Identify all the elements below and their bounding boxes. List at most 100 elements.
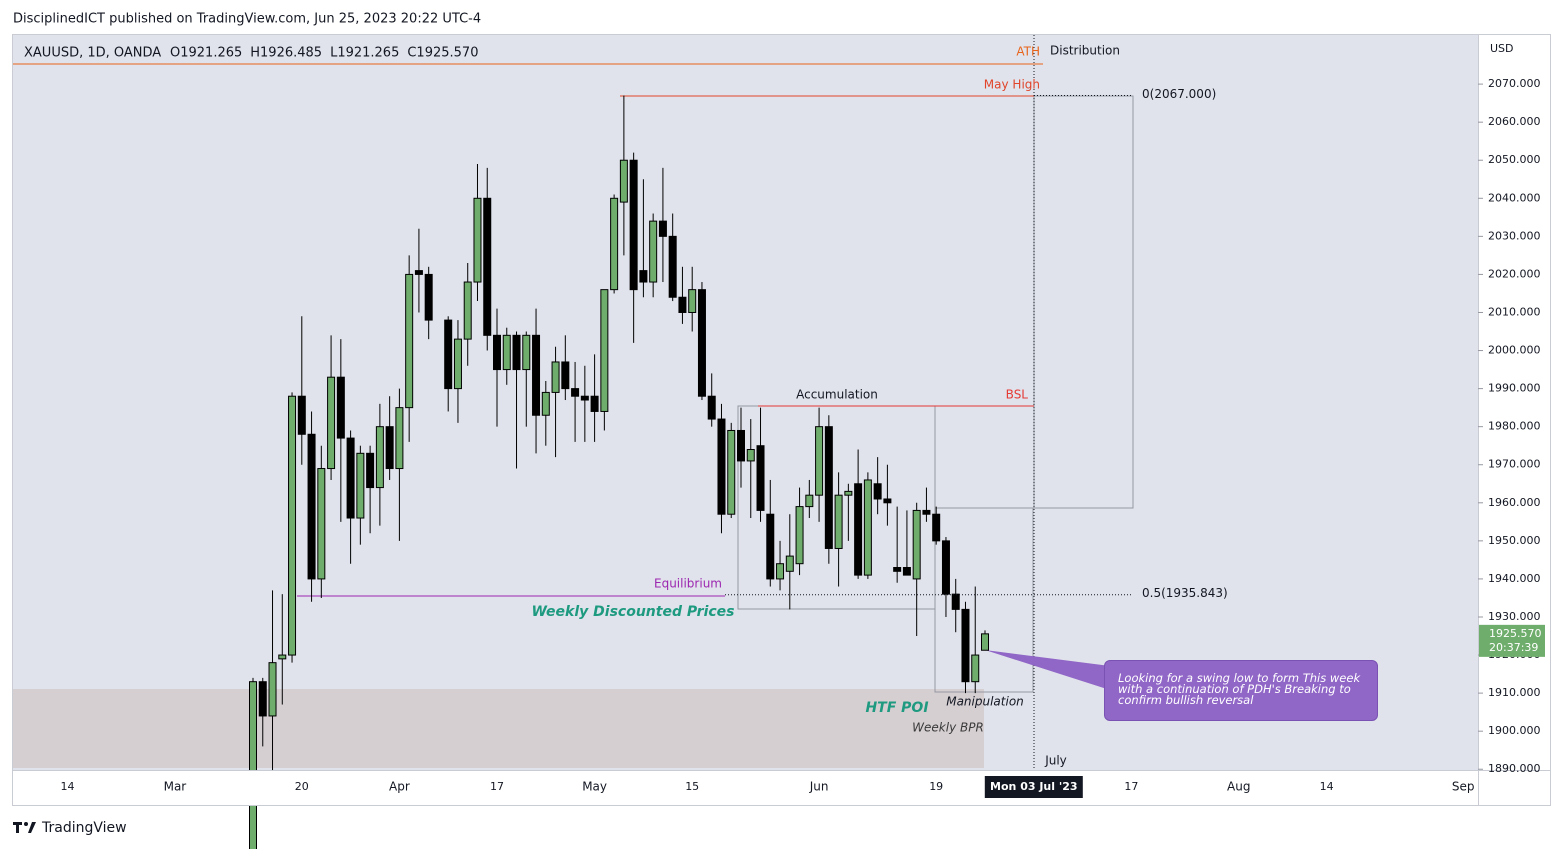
x-tick-label: May: [582, 780, 607, 794]
symbol: XAUUSD, 1D, OANDA: [24, 46, 161, 61]
annotation: May High: [984, 78, 1040, 92]
annotation: HTF POI: [865, 700, 928, 716]
candle-body: [571, 388, 580, 397]
candle-body: [727, 429, 736, 515]
candle-body: [697, 289, 706, 397]
candle-body: [336, 376, 345, 439]
candle-body: [463, 281, 472, 340]
x-tick-label: Sep: [1452, 780, 1475, 794]
candles: [249, 95, 989, 849]
y-tick-label: 1940.000: [1488, 572, 1541, 585]
candle-body: [893, 567, 902, 572]
candle-body: [941, 540, 950, 595]
ohlc-label: L1921.265: [330, 46, 399, 61]
candle-body: [414, 270, 423, 275]
x-tick-label: 17: [490, 780, 504, 793]
candle-body: [502, 334, 511, 371]
y-tick-label: 1900.000: [1488, 724, 1541, 737]
last-price: 1925.570: [1489, 627, 1542, 640]
fib-label: 0(2067.000): [1142, 87, 1216, 101]
candle-body: [707, 395, 716, 420]
candle-body: [258, 681, 267, 717]
candle-body: [278, 654, 287, 660]
candle-body: [863, 479, 872, 576]
crosshair-label-bg: [984, 776, 1083, 798]
candle-body: [776, 563, 785, 580]
candle-body: [746, 449, 755, 462]
candle-body: [737, 429, 745, 462]
countdown: 20:37:39: [1489, 641, 1538, 654]
annotation: ATH: [1016, 45, 1040, 59]
x-tick-label: 14: [1320, 780, 1334, 793]
candle-body: [249, 681, 257, 849]
candle-body: [815, 426, 824, 496]
candle-body: [395, 407, 404, 470]
annotation: July: [1044, 754, 1067, 768]
candle-body: [971, 654, 980, 683]
candle-body: [932, 513, 941, 542]
annotation: BSL: [1006, 388, 1029, 402]
candle-body: [834, 494, 843, 549]
x-tick-label: Apr: [389, 780, 410, 794]
candle-body: [824, 426, 833, 549]
y-tick-label: 1950.000: [1488, 534, 1541, 547]
candle-body: [444, 319, 453, 390]
candle-body: [551, 361, 560, 393]
note-pointer: [985, 650, 1110, 690]
y-tick-label: 1970.000: [1488, 458, 1541, 471]
candle-body: [356, 452, 365, 519]
y-tick-label: 2070.000: [1488, 77, 1541, 90]
candle-body: [795, 506, 804, 565]
candle-body: [961, 608, 970, 683]
candle-body: [658, 220, 667, 237]
y-tick-label: 1980.000: [1488, 420, 1541, 433]
y-tick-label: 1890.000: [1488, 762, 1541, 775]
manipulation-box: [934, 507, 1034, 693]
brand: TradingView: [41, 820, 127, 836]
y-tick-label: 2040.000: [1488, 191, 1541, 204]
x-tick-label: 15: [685, 780, 699, 793]
annotation: Distribution: [1050, 44, 1120, 58]
candle-body: [649, 220, 658, 283]
candle-body: [639, 270, 648, 283]
candle-body: [297, 395, 306, 435]
candle-body: [610, 197, 619, 291]
candle-body: [912, 509, 921, 580]
candle-body: [717, 418, 726, 515]
y-tick-label: 2060.000: [1488, 115, 1541, 128]
y-tick-label: 2030.000: [1488, 229, 1541, 242]
fib-label: 0.5(1935.843): [1142, 586, 1228, 600]
candle-body: [668, 235, 677, 298]
candle-body: [453, 338, 462, 390]
annotation: Accumulation: [796, 388, 878, 402]
annotation: Manipulation: [946, 695, 1024, 709]
publisher: DisciplinedICT published on TradingView.…: [13, 12, 481, 27]
candle-body: [678, 296, 687, 313]
candle-body: [532, 334, 541, 416]
candle-body: [756, 445, 765, 511]
candle-body: [785, 555, 794, 572]
x-tick-label: Jun: [809, 780, 829, 794]
y-tick-label: 2050.000: [1488, 153, 1541, 166]
annotation: Weekly BPR: [912, 721, 984, 735]
candle-body: [561, 361, 570, 390]
candle-body: [883, 498, 892, 504]
brand-logo: [13, 822, 36, 833]
candle-body: [981, 633, 989, 651]
candle-body: [805, 494, 814, 508]
candle-body: [629, 159, 638, 291]
x-tick-label: 17: [1124, 780, 1138, 793]
candle-body: [317, 468, 326, 580]
candle-body: [346, 437, 355, 519]
y-tick-label: 2010.000: [1488, 305, 1541, 318]
y-tick-label: 2020.000: [1488, 267, 1541, 280]
candle-body: [854, 483, 863, 576]
candle-body: [951, 593, 960, 610]
candle-body: [327, 376, 336, 470]
candle-body: [473, 197, 482, 283]
y-tick-label: 2000.000: [1488, 344, 1541, 357]
candle-body: [307, 433, 316, 580]
ohlc-label: O1921.265: [170, 46, 242, 61]
x-tick-label: 20: [295, 780, 309, 793]
